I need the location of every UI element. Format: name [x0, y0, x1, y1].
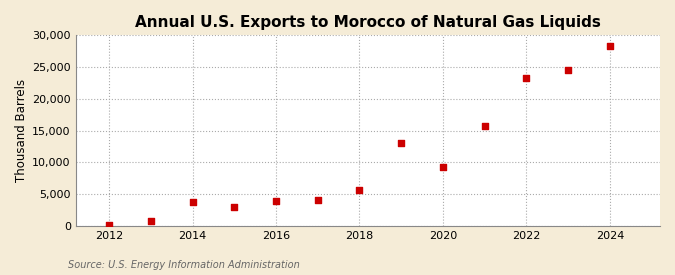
Point	[145, 219, 156, 224]
Point	[521, 76, 532, 80]
Title: Annual U.S. Exports to Morocco of Natural Gas Liquids: Annual U.S. Exports to Morocco of Natura…	[135, 15, 601, 30]
Point	[563, 68, 574, 73]
Point	[354, 188, 365, 192]
Point	[605, 44, 616, 48]
Point	[187, 200, 198, 205]
Point	[479, 124, 490, 128]
Point	[437, 165, 448, 169]
Point	[104, 222, 115, 227]
Point	[396, 141, 406, 145]
Y-axis label: Thousand Barrels: Thousand Barrels	[15, 79, 28, 182]
Point	[271, 199, 281, 203]
Point	[313, 198, 323, 202]
Text: Source: U.S. Energy Information Administration: Source: U.S. Energy Information Administ…	[68, 260, 299, 270]
Point	[229, 205, 240, 209]
